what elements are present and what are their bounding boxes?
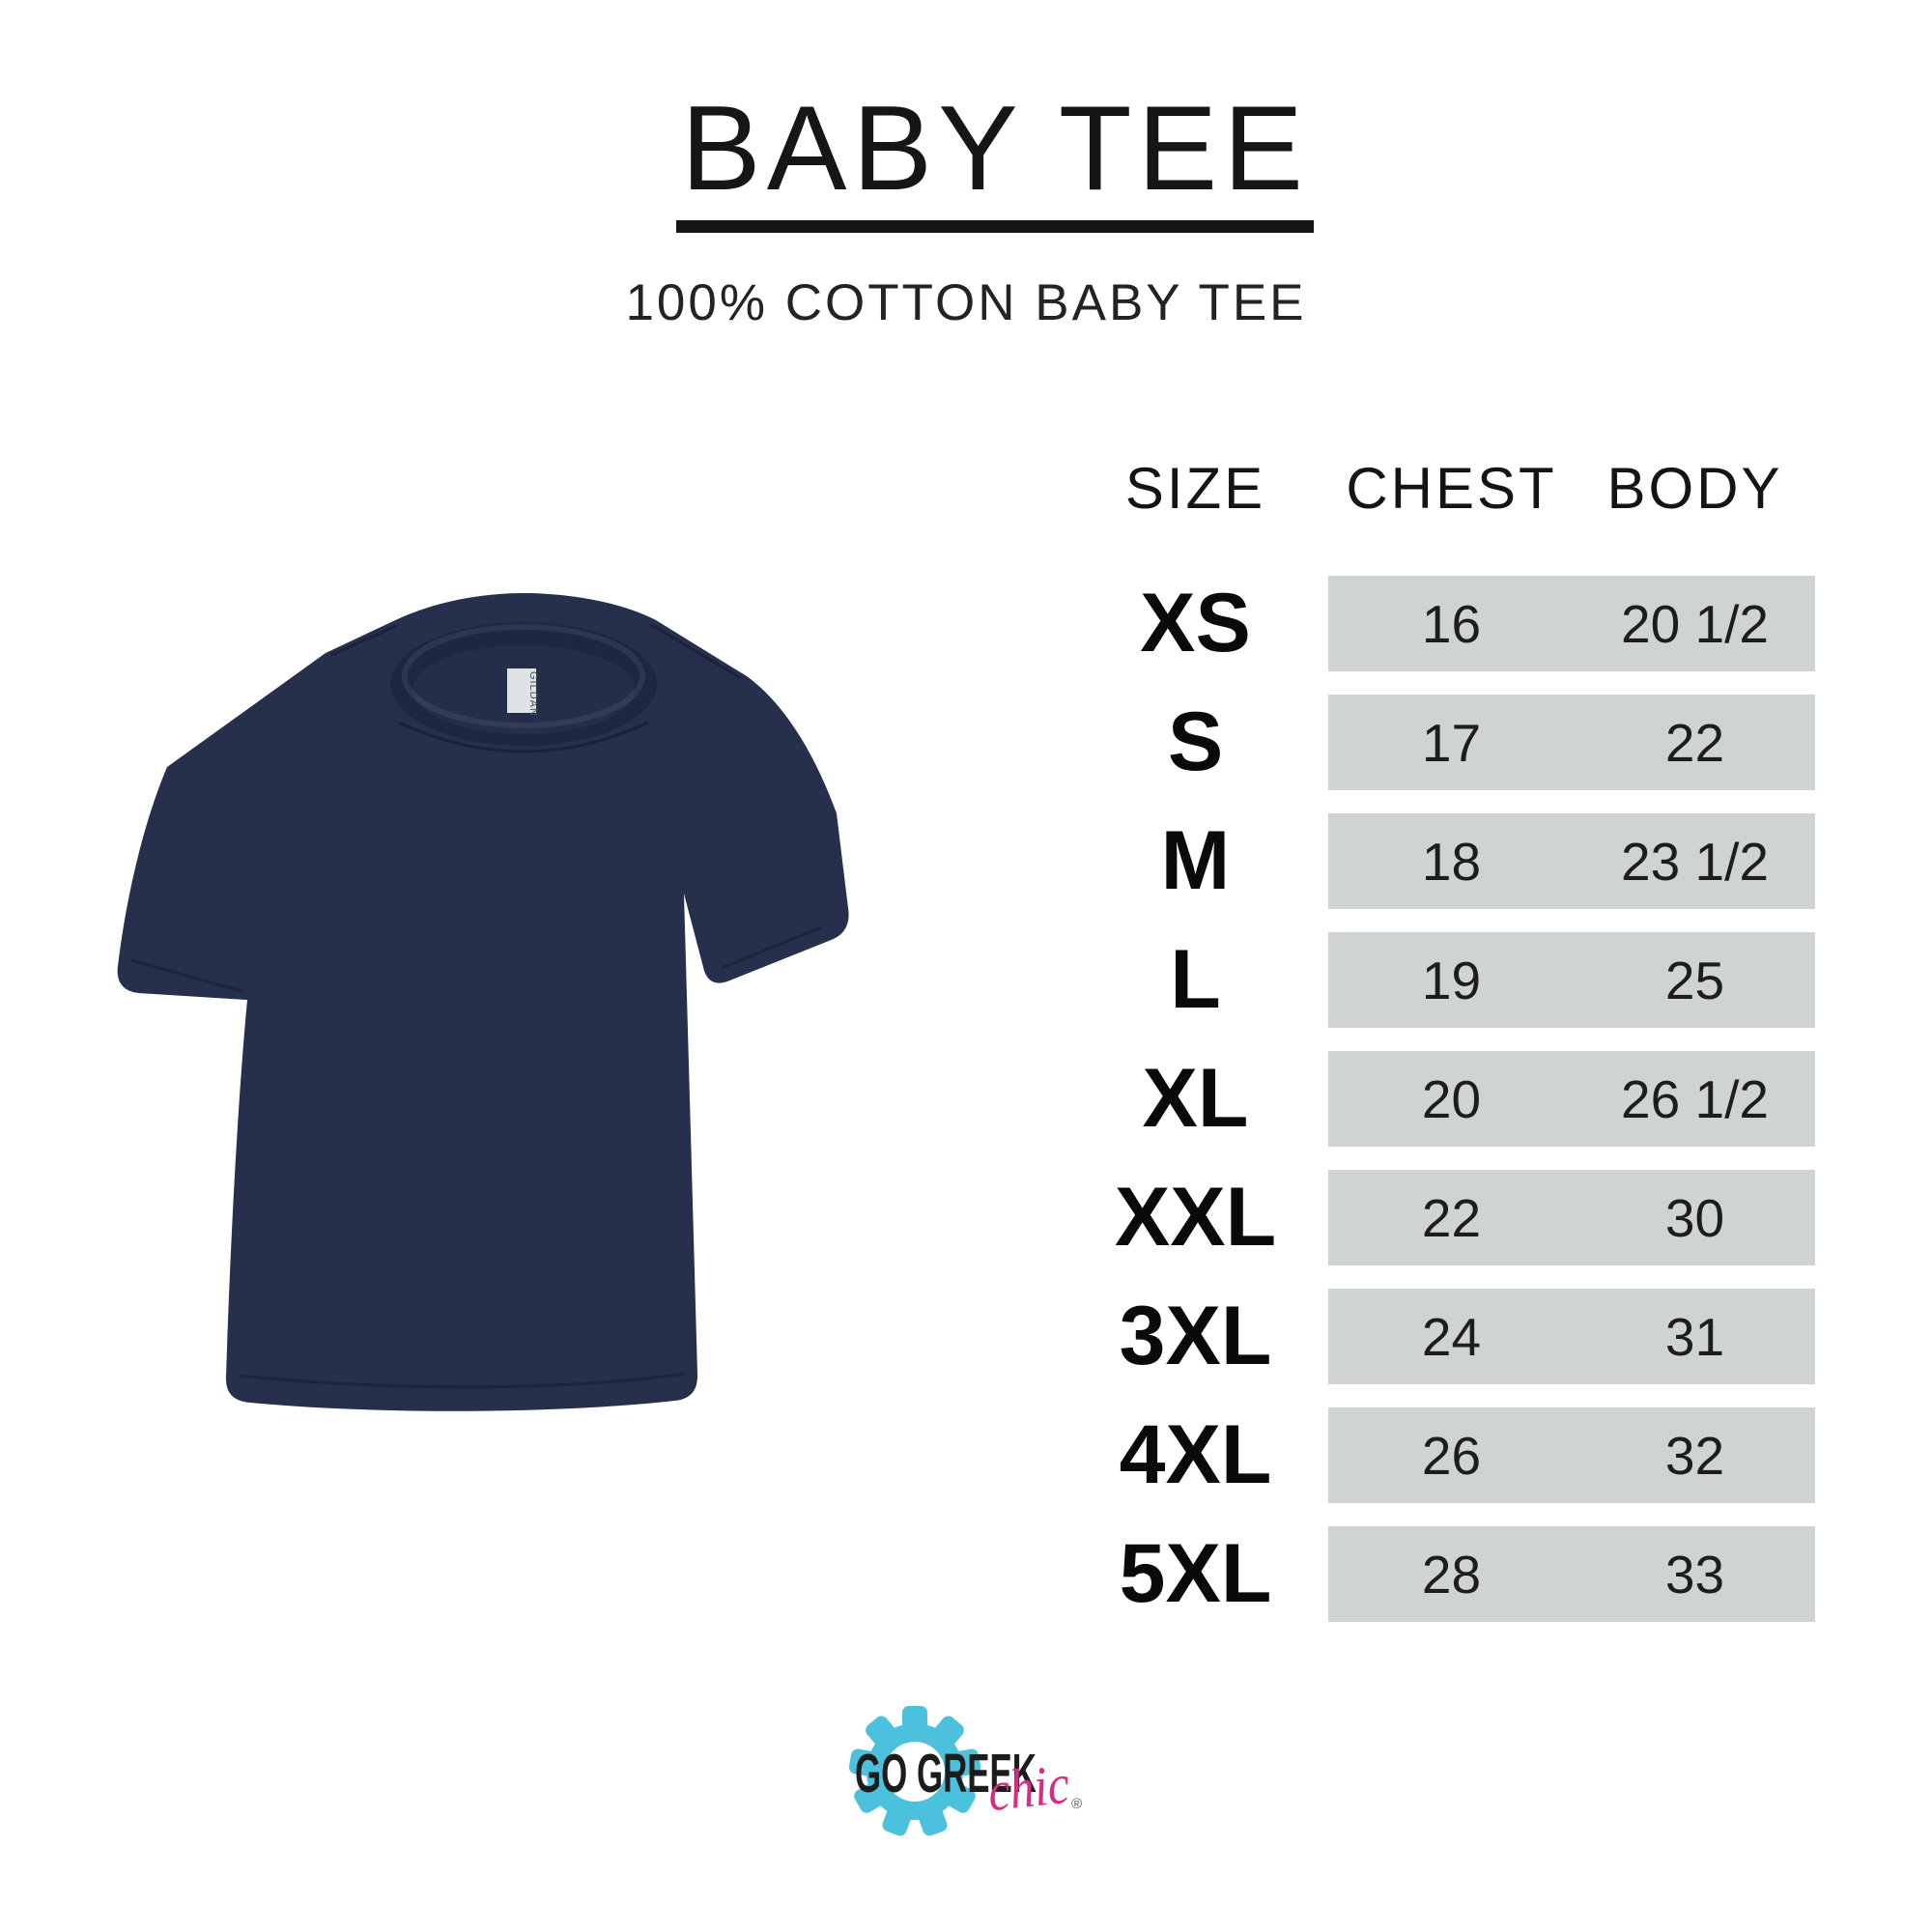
neck-tag <box>507 668 536 713</box>
collar-highlight <box>402 624 645 728</box>
tshirt-image: GILDAN <box>101 560 865 1468</box>
page-title: BABY TEE <box>681 82 1309 215</box>
body-value: 32 <box>1575 1407 1815 1503</box>
table-rows: XS 16 20 1/2 S 17 22 M 18 23 1/2 L 19 25… <box>1063 576 1815 1622</box>
brand-logo: GO GREEK chic ® <box>840 1700 1092 1845</box>
chest-value: 22 <box>1328 1170 1575 1265</box>
body-value: 30 <box>1575 1170 1815 1265</box>
size-label: L <box>1170 933 1221 1026</box>
right-sleeve-stitch <box>721 925 822 970</box>
collar-seam <box>398 721 649 753</box>
title-underline <box>676 220 1314 233</box>
bottom-hem-stitch <box>238 1372 686 1389</box>
left-sleeve-stitch <box>129 958 243 993</box>
chest-value: 24 <box>1328 1289 1575 1384</box>
size-table: SIZE CHEST BODY XS 16 20 1/2 S 17 22 M 1… <box>1063 444 1815 1645</box>
logo-text-main: GO GREEK <box>855 1743 1037 1804</box>
page-subtitle: 100% COTTON BABY TEE <box>625 274 1307 331</box>
header-chest: CHEST <box>1346 455 1557 521</box>
table-row: XS 16 20 1/2 <box>1063 576 1815 671</box>
chest-value: 17 <box>1328 695 1575 790</box>
size-label: 5XL <box>1119 1527 1272 1620</box>
table-row: M 18 23 1/2 <box>1063 813 1815 909</box>
size-label: XL <box>1142 1052 1249 1145</box>
body-value: 25 <box>1575 932 1815 1028</box>
table-row: XL 20 26 1/2 <box>1063 1051 1815 1147</box>
table-row: 4XL 26 32 <box>1063 1407 1815 1503</box>
table-row: L 19 25 <box>1063 932 1815 1028</box>
chest-value: 18 <box>1328 813 1575 909</box>
table-header-row: SIZE CHEST BODY <box>1063 444 1815 531</box>
left-shoulder-seam <box>330 624 397 657</box>
size-label: S <box>1167 696 1224 788</box>
table-row: XXL 22 30 <box>1063 1170 1815 1265</box>
table-row: S 17 22 <box>1063 695 1815 790</box>
size-label: 4XL <box>1119 1408 1272 1501</box>
body-value: 23 1/2 <box>1575 813 1815 909</box>
tshirt-body <box>117 593 849 1411</box>
body-value: 20 1/2 <box>1575 576 1815 671</box>
body-value: 33 <box>1575 1526 1815 1622</box>
registered-trademark-symbol: ® <box>1071 1796 1082 1812</box>
brand-logo-graphic: GO GREEK chic ® <box>848 1706 1082 1836</box>
table-row: 5XL 28 33 <box>1063 1526 1815 1622</box>
logo-text-script: chic <box>985 1752 1073 1823</box>
size-label: M <box>1160 814 1231 907</box>
size-label: XS <box>1140 577 1251 669</box>
chest-value: 20 <box>1328 1051 1575 1147</box>
tshirt-illustration: GILDAN <box>117 593 849 1411</box>
header-body: BODY <box>1606 455 1783 521</box>
chest-value: 16 <box>1328 576 1575 671</box>
chest-value: 19 <box>1328 932 1575 1028</box>
right-shoulder-seam <box>649 622 742 680</box>
chest-value: 26 <box>1328 1407 1575 1503</box>
body-value: 31 <box>1575 1289 1815 1384</box>
size-label: 3XL <box>1119 1290 1272 1382</box>
chest-value: 28 <box>1328 1526 1575 1622</box>
body-value: 22 <box>1575 695 1815 790</box>
table-row: 3XL 24 31 <box>1063 1289 1815 1384</box>
header-size: SIZE <box>1124 455 1266 521</box>
gear-icon <box>848 1706 981 1836</box>
body-value: 26 1/2 <box>1575 1051 1815 1147</box>
size-label: XXL <box>1114 1171 1277 1264</box>
neck-tag-text: GILDAN <box>527 671 539 717</box>
